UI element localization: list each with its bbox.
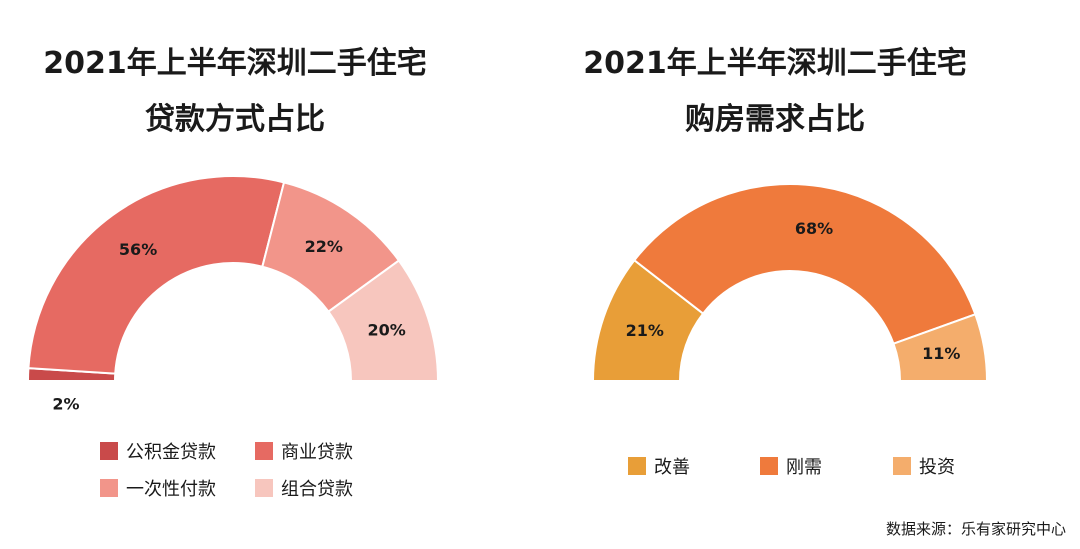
chart-title-right-line1: 2021年上半年深圳二手住宅	[583, 46, 967, 81]
chart-1-slice-1	[632, 183, 977, 346]
chart-0-legend-item-1: 商业贷款	[255, 438, 353, 464]
chart-1-legend-swatch-2	[893, 457, 911, 475]
chart-0-slice-1-label: 56%	[119, 240, 157, 259]
chart-title-left-line1: 2021年上半年深圳二手住宅	[43, 46, 427, 81]
chart-1-legend-swatch-1	[760, 457, 778, 475]
chart-0-legend-swatch-0	[100, 442, 118, 460]
chart-0-slice-3-label: 20%	[367, 321, 405, 340]
chart-0-slice-2-label: 22%	[305, 237, 343, 256]
chart-0-legend-label-0: 公积金贷款	[126, 442, 216, 463]
chart-1-slice-2-label: 11%	[922, 344, 960, 363]
chart-1-legend-label-0: 改善	[654, 457, 690, 478]
chart-title-left: 2021年上半年深圳二手住宅 贷款方式占比	[20, 36, 450, 148]
chart-0-slice-3	[327, 259, 440, 382]
chart-0-legend-swatch-2	[100, 479, 118, 497]
chart-1-slice-2	[892, 312, 989, 382]
chart-title-right-line2: 购房需求占比	[685, 102, 865, 137]
chart-title-right: 2021年上半年深圳二手住宅 购房需求占比	[560, 36, 990, 148]
chart-0-legend-label-2: 一次性付款	[126, 479, 216, 500]
chart-0-legend-item-3: 组合贷款	[255, 475, 353, 501]
chart-1-legend-label-2: 投资	[919, 457, 955, 478]
chart-0-legend-label-1: 商业贷款	[281, 442, 353, 463]
chart-0-slice-1	[27, 175, 286, 375]
chart-0-slice-0-label: 2%	[52, 395, 79, 414]
data-source-note: 数据来源：乐有家研究中心	[885, 520, 1066, 538]
chart-0-legend-item-0: 公积金贷款	[100, 438, 216, 464]
chart-0-legend-label-3: 组合贷款	[281, 479, 353, 500]
chart-0-legend-swatch-3	[255, 479, 273, 497]
chart-1-slice-0-label: 21%	[626, 321, 664, 340]
chart-1-legend-label-1: 刚需	[786, 457, 822, 478]
chart-1-slice-1-label: 68%	[795, 219, 833, 238]
chart-0-legend-swatch-1	[255, 442, 273, 460]
chart-1-legend-swatch-0	[628, 457, 646, 475]
chart-1-legend-item-2: 投资	[893, 453, 955, 479]
chart-title-left-line2: 贷款方式占比	[145, 102, 325, 137]
chart-1-legend-item-1: 刚需	[760, 453, 822, 479]
chart-0-legend-item-2: 一次性付款	[100, 475, 216, 501]
chart-1-legend-item-0: 改善	[628, 453, 690, 479]
